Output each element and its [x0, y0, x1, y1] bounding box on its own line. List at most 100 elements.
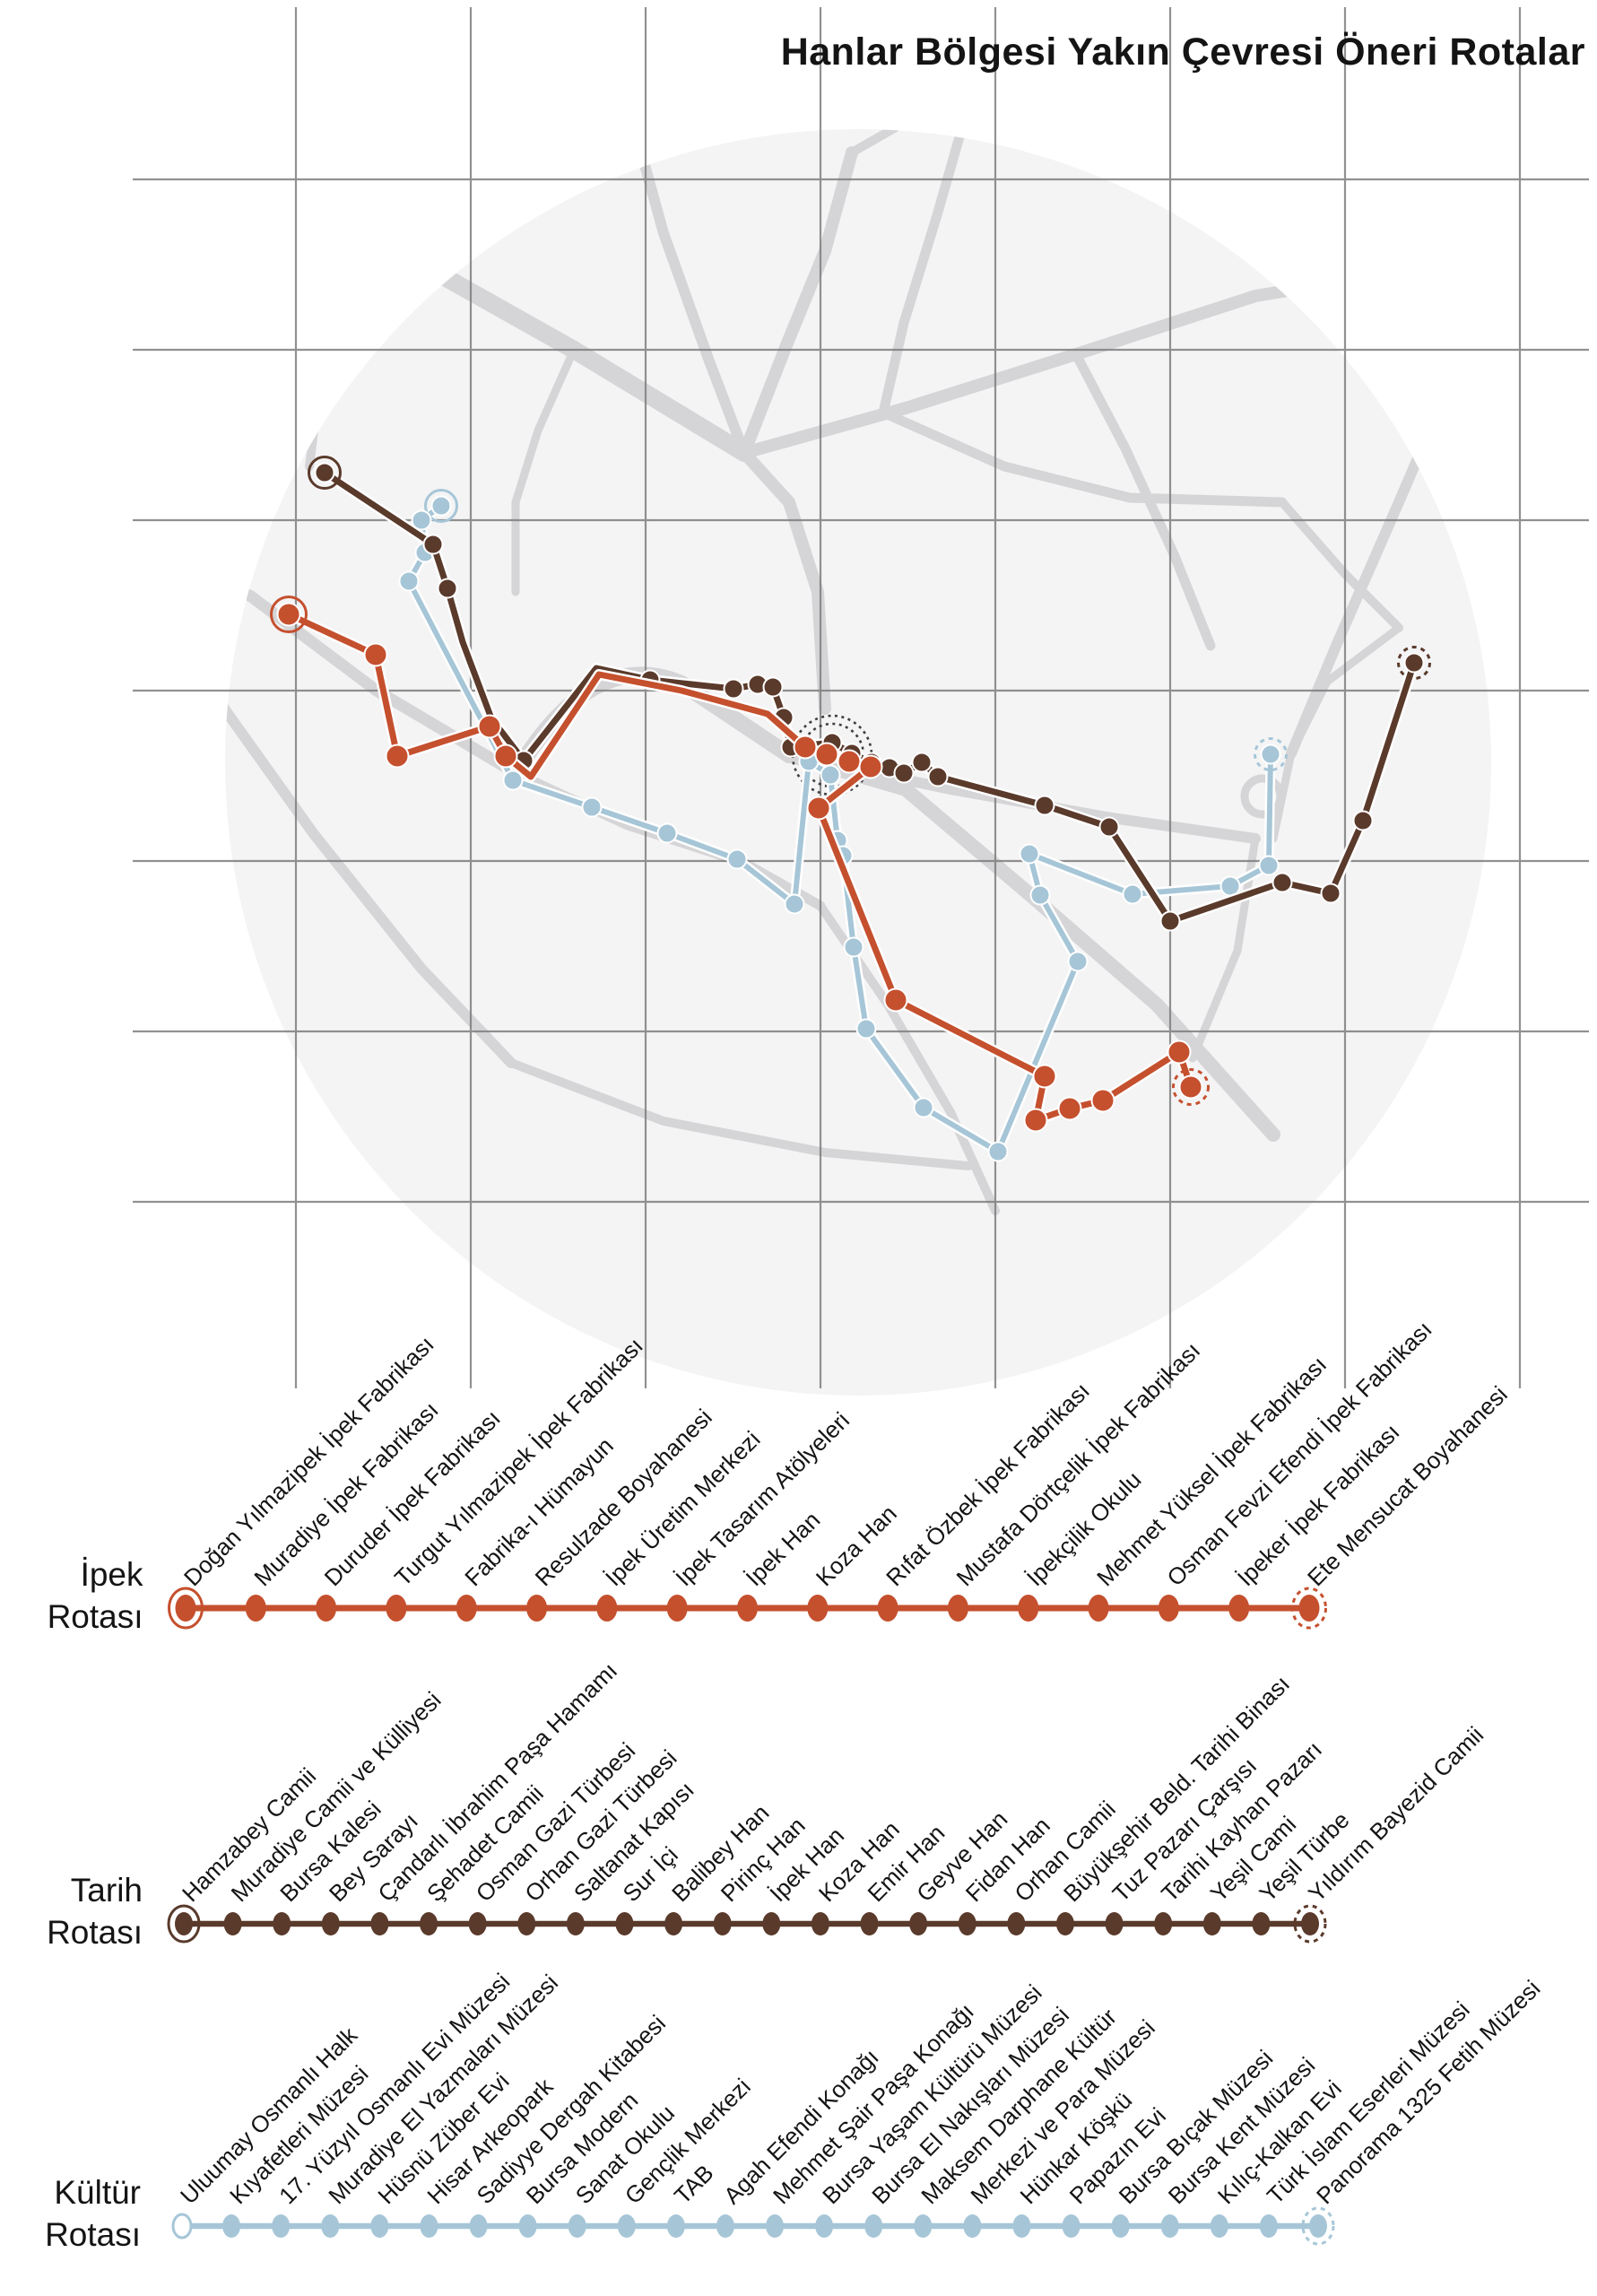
strip-station-dot: [766, 2214, 785, 2238]
strip-station-dot: [877, 1595, 898, 1622]
strip-station-dot: [175, 1595, 196, 1622]
strip-station-dot: [737, 1595, 758, 1622]
map-station-dot: [411, 509, 432, 531]
strip-station-dot: [666, 2214, 685, 2238]
map-station-dot: [502, 770, 524, 791]
strip-station-dot: [272, 2214, 291, 2238]
strip-station-dot: [914, 2214, 933, 2238]
page-title: Hanlar Bölgesi Yakın Çevresi Öneri Rotal…: [781, 30, 1585, 74]
route-start-ring: [308, 456, 342, 490]
strip-station-dot: [518, 2214, 537, 2238]
map-route-tarih: [308, 456, 1431, 932]
map-station-dot: [1167, 1039, 1192, 1065]
strip-station-dot: [1301, 1912, 1319, 1935]
strip-station-dot: [370, 2214, 389, 2238]
map-station-dot: [893, 762, 915, 784]
strip-title-tarih: Rotası: [47, 1914, 143, 1951]
strip-station-dot: [566, 1912, 585, 1935]
map-station-dot: [1352, 810, 1374, 831]
map-station-dot: [314, 462, 335, 483]
strip-station-dot: [909, 1912, 928, 1935]
strip-station-dot: [1088, 1595, 1109, 1622]
map-station-dot: [723, 678, 744, 700]
strip-station-dot: [1111, 2214, 1130, 2238]
map-station-dot: [1403, 652, 1425, 674]
map-station-dot: [1032, 1064, 1057, 1089]
map-station-dot: [855, 1018, 877, 1039]
strip-station-label: Türk İslam Eserleri Müzesi: [1262, 1996, 1475, 2209]
strip-station-label: Panorama 1325 Fetih Müzesi: [1311, 1975, 1545, 2209]
route-end-ring: [1397, 646, 1431, 680]
strip-title-kultur: Rotası: [45, 2216, 141, 2253]
strip-station-dot: [596, 1595, 618, 1622]
strip-start-ring: [167, 1904, 201, 1944]
strip-station-dot: [316, 1595, 337, 1622]
strip-station-dot: [386, 1595, 407, 1622]
road: [1287, 623, 1403, 758]
strip-end-ring: [1293, 1904, 1327, 1944]
strip-station-dot: [1007, 1912, 1026, 1935]
road: [878, 407, 1288, 508]
map-station-dot: [987, 1141, 1009, 1162]
map-station-dot: [927, 766, 949, 787]
map-station-dot: [784, 893, 805, 915]
map-station-dot: [1023, 1108, 1048, 1133]
strip-station-dot: [223, 1912, 242, 1935]
map-station-dot: [843, 936, 864, 958]
map-station-dot: [1122, 883, 1143, 905]
strip-station-dot: [321, 1912, 340, 1935]
strip-station-dot: [568, 2214, 586, 2238]
strip-station-dot: [1105, 1912, 1124, 1935]
strip-station-dot: [1160, 2214, 1179, 2238]
strip-station-dot: [1259, 2214, 1278, 2238]
map-station-dot: [1090, 1088, 1115, 1113]
map-station-dot: [913, 1097, 934, 1118]
strip-station-dot: [1202, 1912, 1221, 1935]
map-station-dot: [1272, 872, 1293, 893]
map-station-dot: [1258, 855, 1280, 876]
strip-station-dot: [617, 2214, 636, 2238]
strip-station-dot: [815, 2214, 834, 2238]
strip-station-dot: [245, 1595, 266, 1622]
road: [225, 569, 516, 1068]
strip-station-dot: [171, 2213, 193, 2239]
city-map: [133, 7, 1589, 1396]
strip-title-kultur: Kültür: [54, 2174, 141, 2211]
strip-station-dot: [420, 2214, 438, 2238]
map-station-dot: [385, 744, 410, 769]
strip-station-dot: [713, 1912, 732, 1935]
strip-station-dot: [615, 1912, 634, 1935]
strip-station-dot: [811, 1912, 829, 1935]
map-station-dot: [837, 749, 862, 774]
map-station-dot: [656, 822, 678, 844]
road: [847, 129, 977, 157]
strip-station-dot: [762, 1912, 781, 1935]
map-station-dot: [726, 848, 748, 870]
strip-station-dot: [468, 1912, 487, 1935]
strip-station-dot: [175, 1912, 193, 1935]
map-station-dot: [398, 570, 420, 592]
strip-title-ipek: Rotası: [48, 1598, 143, 1635]
strip-station-dot: [321, 2214, 340, 2238]
map-station-dot: [911, 752, 933, 773]
map-station-dot: [1260, 744, 1281, 765]
strip-station-dot: [222, 2214, 241, 2238]
strip-station-dot: [963, 2214, 982, 2238]
strip-station-dot: [420, 1912, 438, 1935]
strip-station-dot: [807, 1595, 829, 1622]
strip-station-dot: [1210, 2214, 1228, 2238]
map-route-ipek: [270, 596, 1210, 1133]
strip-end-ring: [1291, 1587, 1327, 1630]
map-station-dot: [814, 742, 839, 767]
strip-station-dot: [370, 1912, 389, 1935]
strip-station-dot: [1012, 2214, 1031, 2238]
map-station-dot: [1320, 883, 1341, 904]
map-station-dot: [1159, 910, 1181, 932]
map-station-dot: [1067, 951, 1089, 972]
road: [225, 527, 522, 779]
strip-station-dot: [1252, 1912, 1271, 1935]
map-station-dot: [437, 578, 458, 599]
map-station-dot: [1034, 795, 1055, 816]
map-station-dot: [820, 764, 841, 786]
